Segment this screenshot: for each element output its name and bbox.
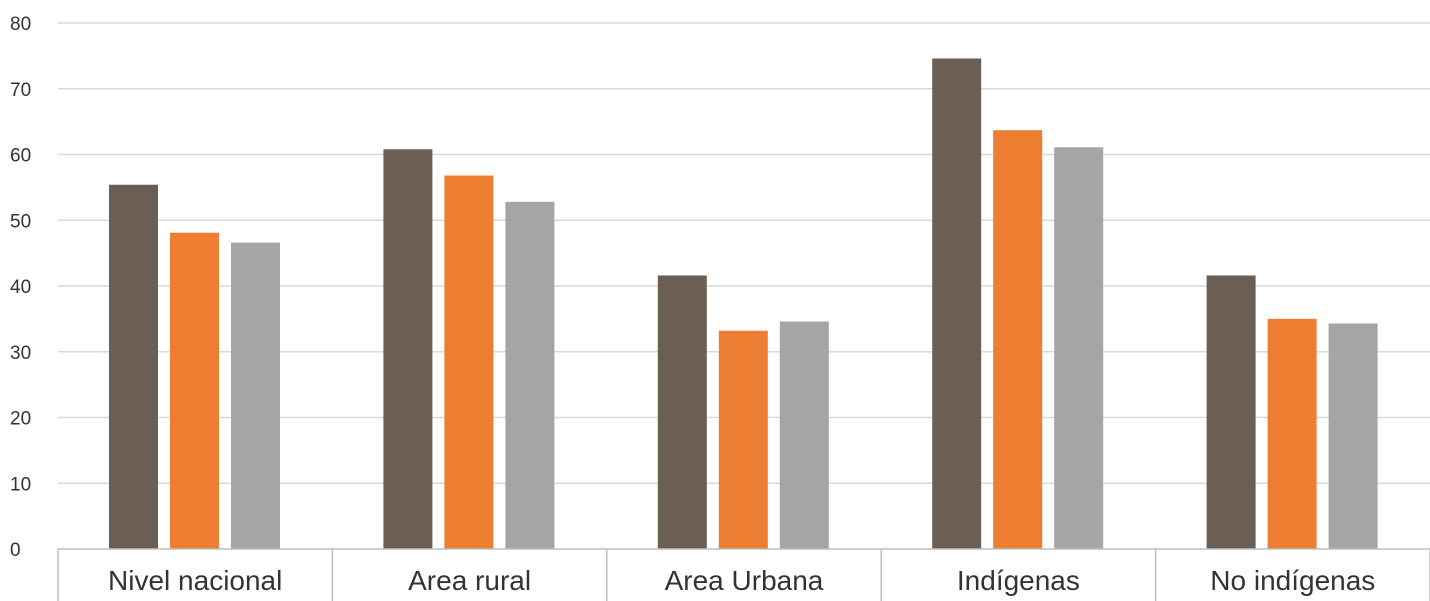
bars <box>109 58 1378 550</box>
y-tick-label: 10 <box>10 474 31 495</box>
bar <box>505 201 555 549</box>
bar <box>383 149 433 550</box>
bar <box>1267 318 1317 549</box>
bar <box>993 130 1043 550</box>
y-tick-label: 80 <box>10 14 31 35</box>
x-category-label: No indígenas <box>1210 565 1375 596</box>
bar <box>1328 323 1378 549</box>
x-category-label: Indígenas <box>957 565 1080 596</box>
y-tick-labels: 0 10 20 30 40 50 60 70 80 <box>10 14 31 561</box>
x-category-label: Nivel nacional <box>108 565 282 596</box>
bar <box>657 275 707 549</box>
bar <box>109 184 158 549</box>
y-tick-label: 30 <box>10 343 31 364</box>
bar <box>170 232 219 549</box>
bar <box>444 175 494 550</box>
bar <box>231 242 280 550</box>
x-category-label: Area Urbana <box>665 565 824 596</box>
x-category-labels: Nivel nacional Area rural Area Urbana Indíg… <box>108 565 1375 596</box>
x-category-label: Area rural <box>408 565 531 596</box>
bar <box>1206 275 1256 549</box>
y-tick-label: 60 <box>10 146 31 167</box>
y-tick-label: 40 <box>10 277 31 298</box>
bar <box>718 330 768 549</box>
bar <box>932 58 982 549</box>
y-tick-label: 20 <box>10 409 31 430</box>
bar <box>779 321 829 549</box>
y-tick-label: 50 <box>10 211 31 232</box>
y-tick-label: 0 <box>10 540 21 561</box>
axes <box>57 548 1430 601</box>
y-tick-label: 70 <box>10 80 31 101</box>
bar <box>1054 147 1104 549</box>
